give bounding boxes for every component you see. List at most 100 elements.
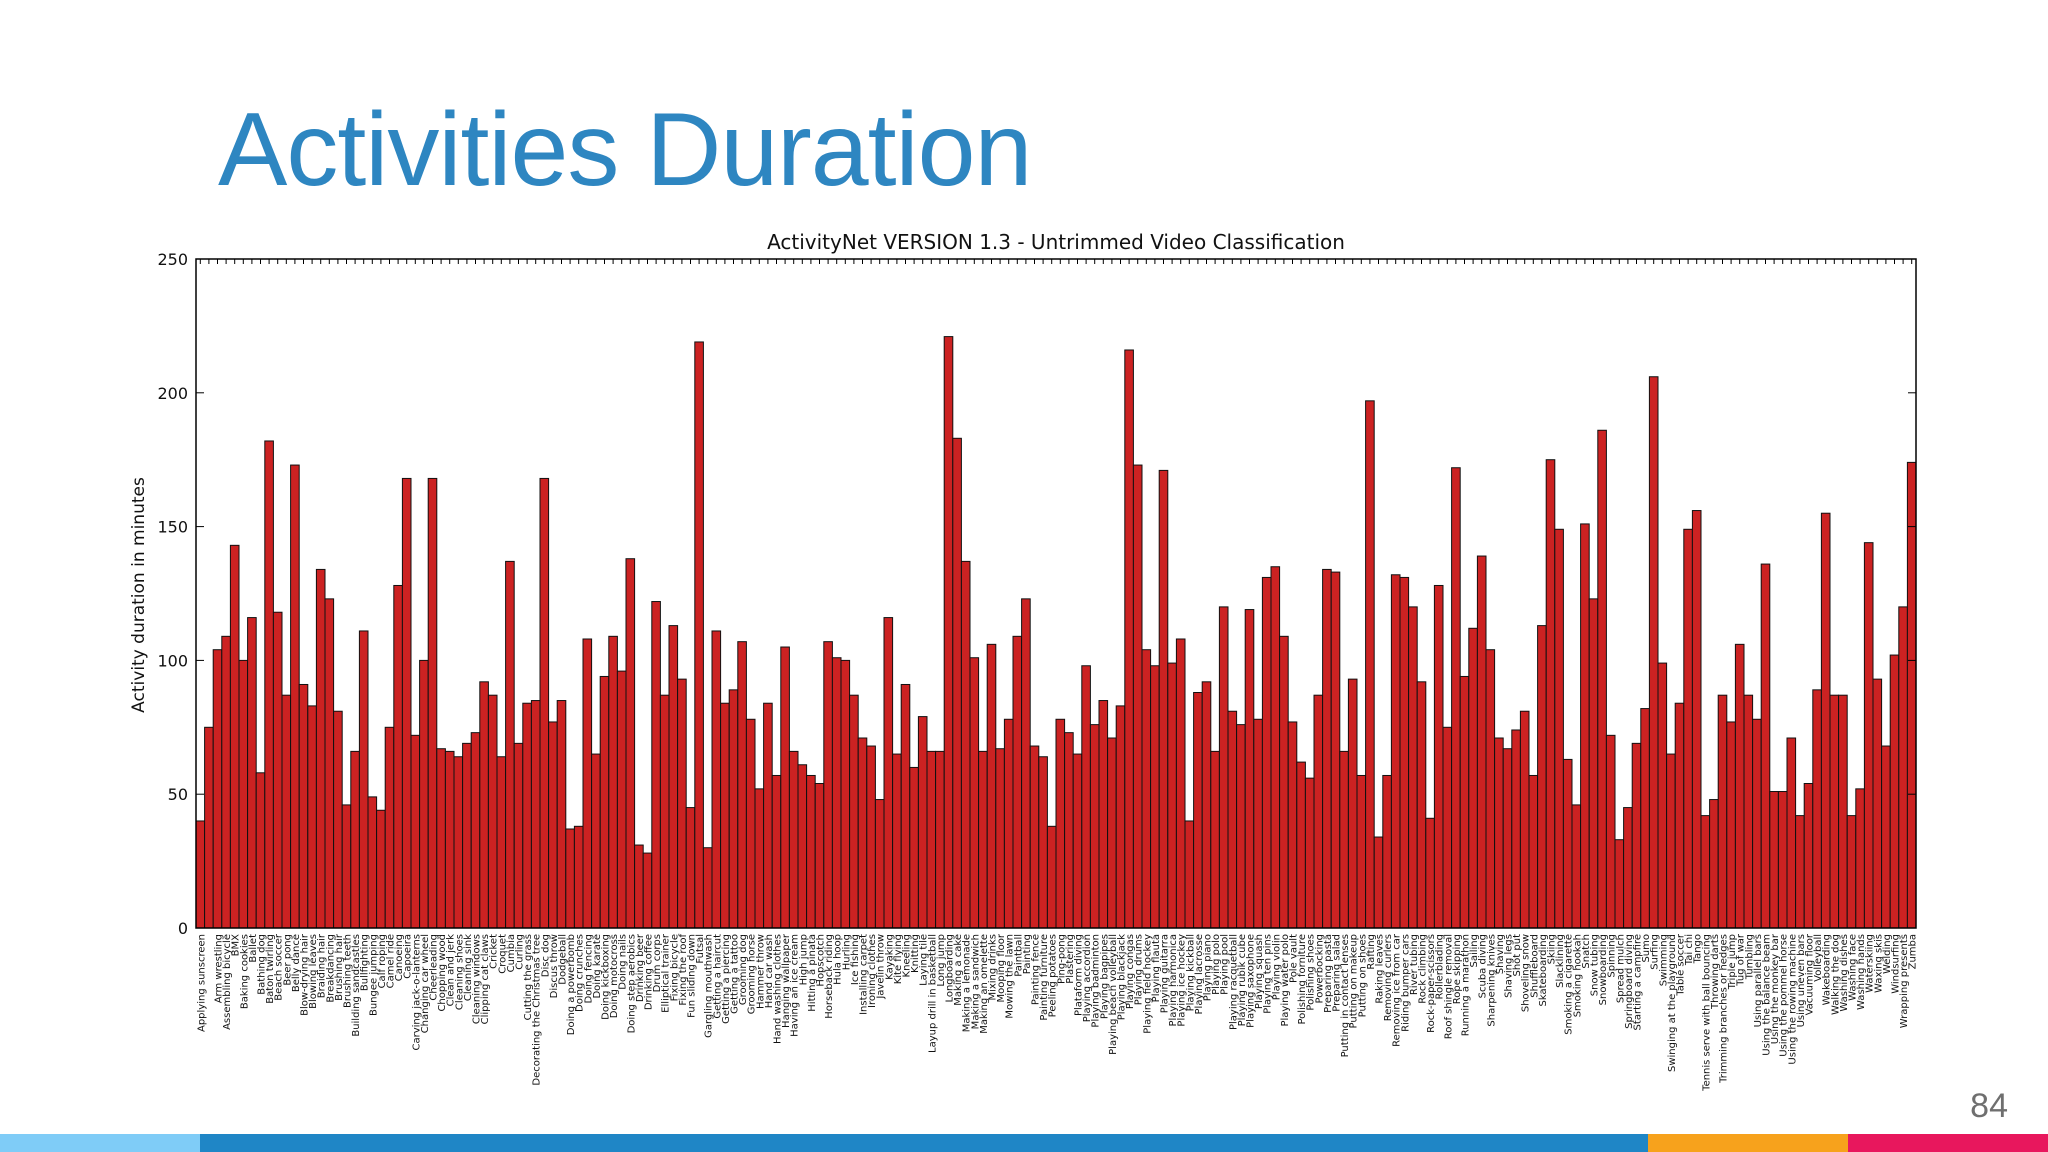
x-tick-label: Javelin throw	[876, 934, 887, 1000]
bar	[1752, 718, 1762, 929]
bar	[1691, 510, 1702, 929]
x-tick-label: Doing a powerbomb	[566, 934, 577, 1035]
bar	[1580, 523, 1590, 929]
x-tick-label: Drum corps	[652, 934, 663, 992]
bar	[436, 748, 446, 929]
x-tick-label: River tubing	[1409, 934, 1420, 995]
x-tick-label: Playing squash	[1254, 934, 1265, 1009]
x-tick-label: Drinking beer	[635, 933, 646, 1002]
bar	[1296, 761, 1306, 929]
x-tick-label: Cheerleading	[429, 934, 440, 1001]
x-tick-label: Painting fence	[1031, 934, 1042, 1005]
x-tick-label: Having an ice cream	[790, 934, 801, 1037]
bar	[1150, 665, 1160, 929]
x-tick-label: Shot put	[1512, 934, 1523, 977]
x-tick-label: Doing karate	[592, 934, 603, 999]
bar	[565, 828, 575, 929]
x-tick-label: Putting on shoes	[1357, 934, 1368, 1017]
x-tick-label: Removing curlers	[1383, 934, 1394, 1021]
bar	[1184, 820, 1195, 929]
x-tick-label: Brushing teeth	[343, 934, 354, 1008]
x-tick-label: Blowing leaves	[308, 934, 319, 1009]
x-tick-label: Playing violin	[1271, 934, 1282, 1000]
x-tick-label: Preparing pasta	[1323, 934, 1334, 1013]
x-tick-label: Canoeing	[394, 934, 405, 981]
x-tick-label: Playing field hockey	[1142, 934, 1153, 1034]
bar	[892, 753, 902, 929]
x-tick-label: Playing flauta	[1151, 934, 1162, 1002]
x-tick-label: Painting	[1022, 934, 1033, 974]
x-tick-label: Shaving	[1495, 934, 1506, 974]
bar	[204, 726, 214, 929]
x-tick-label: Waterskiing	[1865, 934, 1876, 993]
x-tick-label: Cricket	[489, 934, 500, 969]
x-tick-label: Washing face	[1848, 934, 1859, 1001]
x-tick-label: Slacklining	[1555, 934, 1566, 988]
x-tick-label: Grooming horse	[747, 934, 758, 1014]
x-tick-label: Kayaking	[884, 934, 895, 980]
y-ticks-group: 0 50 100 150 200 250	[157, 250, 1916, 938]
x-tick-label: Sharpening knives	[1486, 934, 1497, 1027]
bar	[909, 766, 919, 929]
bar	[1373, 836, 1384, 929]
bar	[720, 702, 730, 929]
x-tick-label: Clean and jerk	[446, 934, 457, 1007]
bar	[1829, 694, 1840, 929]
x-tick-label: Playing badminton	[1091, 934, 1102, 1028]
x-tick-label: Baton twirling	[265, 934, 276, 1004]
x-tick-label: Running a marathon	[1461, 934, 1472, 1036]
x-tick-label: Rock climbing	[1418, 934, 1429, 1004]
bar	[1838, 694, 1848, 929]
x-tick-label: Playing racquetball	[1228, 934, 1239, 1030]
bar	[995, 748, 1005, 929]
x-tick-label: Croquet	[497, 934, 508, 974]
bar	[530, 700, 541, 929]
x-tick-label: Longboarding	[945, 934, 956, 1003]
x-tick-label: Using the rowing machine	[1787, 934, 1798, 1065]
x-tick-label: Ice fishing	[850, 934, 861, 985]
bar	[548, 721, 558, 929]
footer-bar-pink	[1848, 1134, 2048, 1152]
bar	[1425, 817, 1435, 929]
bar	[1132, 464, 1143, 929]
x-tick-label: Springboard diving	[1624, 934, 1635, 1029]
x-tick-label: Plataform diving	[1074, 934, 1085, 1016]
bar	[1012, 635, 1023, 929]
x-tick-label: Playing saxophone	[1246, 934, 1257, 1028]
bar	[487, 694, 498, 929]
bar	[1287, 721, 1298, 929]
x-tick-label: Braiding hair	[317, 933, 328, 998]
bar	[1330, 571, 1341, 929]
x-tick-label: Snow tubing	[1590, 934, 1601, 996]
bar	[1244, 609, 1255, 929]
x-tick-label: Making a lemonade	[962, 934, 973, 1032]
bar	[341, 804, 352, 929]
x-tick-label: BMX	[231, 934, 242, 956]
bar	[1382, 774, 1392, 929]
x-tick-label: Cleaning windows	[472, 934, 483, 1024]
bar	[1115, 705, 1126, 929]
x-tick-label: Hanging wallpaper	[781, 933, 792, 1028]
x-tick-label: Raking leaves	[1375, 934, 1386, 1004]
x-tick-label: Wakeboarding	[1822, 934, 1833, 1005]
bar	[350, 750, 360, 929]
x-tick-label: Installing carpet	[859, 934, 870, 1015]
bar	[1046, 825, 1057, 929]
x-tick-label: Triple jump	[1727, 934, 1738, 990]
x-tick-label: Grooming dog	[738, 934, 749, 1005]
y-tick-label: 100	[157, 651, 188, 670]
bar	[1210, 750, 1220, 929]
x-tick-label: Fixing bicycle	[669, 934, 680, 1001]
x-tick-label: Playing kickball	[1185, 934, 1196, 1011]
bar	[1433, 584, 1444, 929]
bar	[1846, 815, 1857, 929]
x-tick-label: Hopscotch	[816, 934, 827, 987]
x-tick-label: Putting in contact lenses	[1340, 934, 1351, 1057]
x-tick-label: Camel ride	[386, 934, 397, 988]
x-tick-label: Long jump	[936, 934, 947, 987]
bar	[1777, 791, 1788, 929]
x-tick-label: Doing crunches	[575, 934, 586, 1012]
bar	[1347, 678, 1358, 929]
bar	[315, 568, 326, 929]
